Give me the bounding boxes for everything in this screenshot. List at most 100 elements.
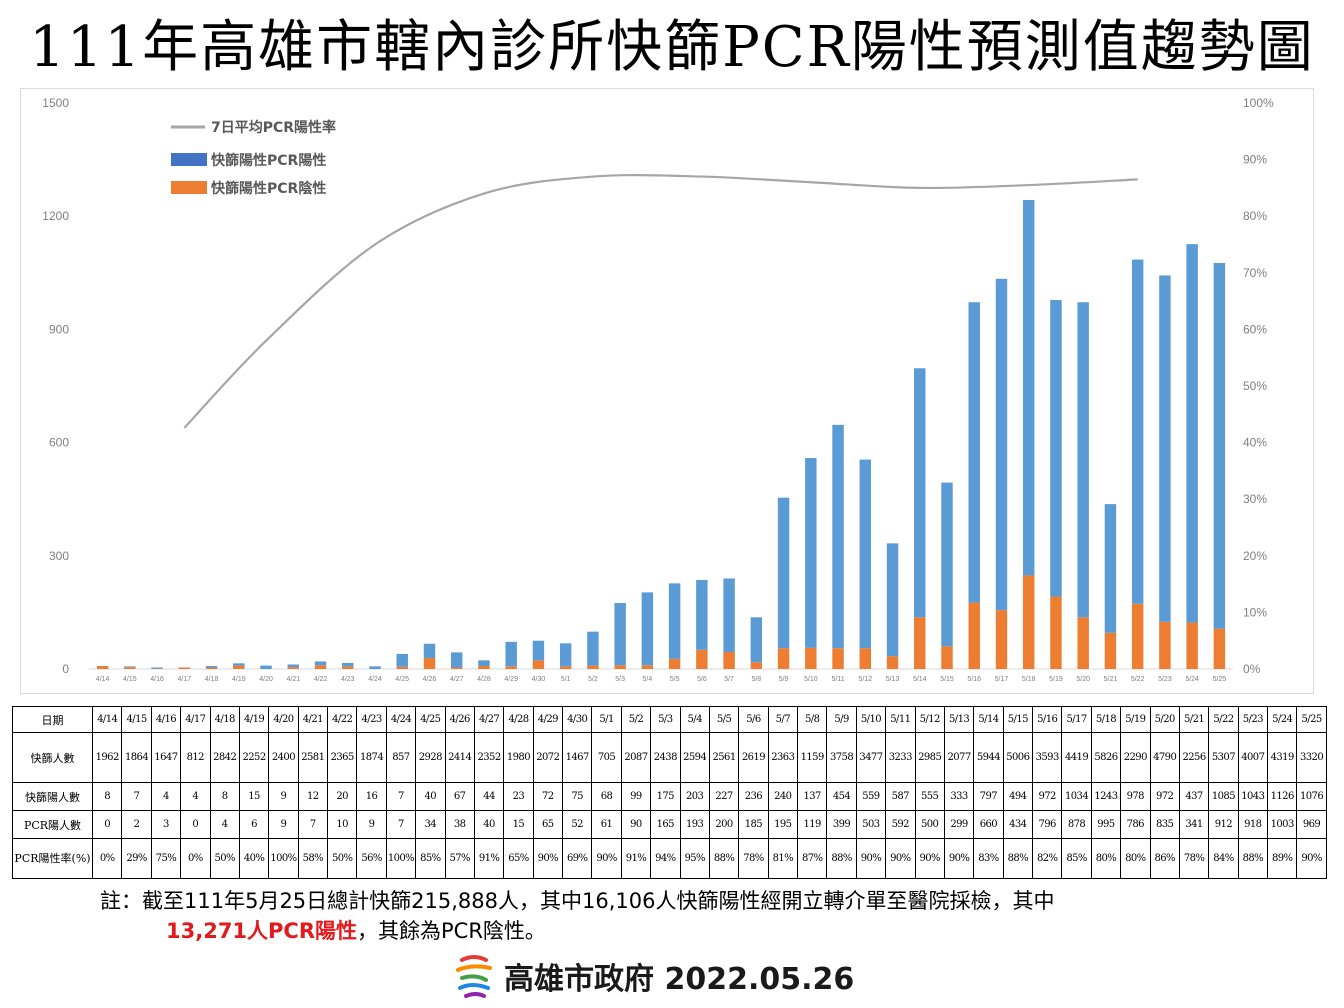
table-cell: 1085 xyxy=(1208,782,1239,811)
table-cell: 2594 xyxy=(679,732,710,783)
chart-svg: 0 300 600 900 1200 1500 0% 10% 20% 30% 40% 50% 60% 7… xyxy=(42,96,1274,683)
table-cell: 2414 xyxy=(444,732,475,783)
table-cell: 0% xyxy=(180,838,211,879)
y2-tick-label: 70% xyxy=(1243,266,1267,280)
table-cell: 5/1 xyxy=(591,706,622,733)
table-cell: 87% xyxy=(796,838,828,879)
table-cell: 1243 xyxy=(1090,782,1122,811)
bar-pcr-negative xyxy=(205,667,218,669)
table-cell: 705 xyxy=(591,732,622,783)
bar-pcr-positive xyxy=(614,602,626,666)
table-cell: 918 xyxy=(1237,810,1269,839)
table-cell: 5/5 xyxy=(708,706,740,733)
bar-pcr-positive xyxy=(832,424,844,649)
table-cell: 3233 xyxy=(885,732,916,783)
table-cell: 5/8 xyxy=(796,706,828,733)
table-cell: 90 xyxy=(620,810,652,839)
table-cell: 0% xyxy=(91,838,123,879)
bar-pcr-positive xyxy=(1077,302,1089,618)
table-cell: 5/21 xyxy=(1178,706,1210,733)
bar-pcr-negative xyxy=(641,665,654,669)
table-cell: 10 xyxy=(326,810,358,839)
bar-pcr-positive xyxy=(1050,299,1062,597)
table-cell: 4007 xyxy=(1237,732,1269,783)
bar-pcr-negative xyxy=(777,648,790,669)
y2-tick-label: 10% xyxy=(1243,605,1267,619)
table-row-header: 快篩陽人數 xyxy=(12,782,93,811)
footnote-highlight: 13,271人PCR陽性 xyxy=(166,919,358,943)
x-tick-label: 4/19 xyxy=(232,676,246,683)
bar-pcr-positive xyxy=(995,278,1008,611)
table-cell: 91% xyxy=(620,838,652,879)
bar-pcr-negative xyxy=(1050,596,1062,669)
x-tick-label: 5/20 xyxy=(1076,676,1090,683)
table-cell: 0 xyxy=(180,810,211,839)
bar-pcr-positive xyxy=(287,664,300,668)
x-tick-label: 4/24 xyxy=(368,676,382,683)
table-cell: 82% xyxy=(1031,838,1063,879)
table-cell: 5/17 xyxy=(1061,706,1092,733)
table-cell: 85% xyxy=(415,838,446,879)
table-cell: 4/21 xyxy=(297,706,329,733)
table-cell: 2985 xyxy=(914,732,945,783)
y2-tick-label: 60% xyxy=(1243,322,1267,336)
table-cell: 5/25 xyxy=(1296,706,1327,733)
row-screened: 快篩人數 1962 1864 1647 812 2842 2252 2400 2581 2365 1… xyxy=(12,732,1327,783)
table-cell: 90% xyxy=(943,838,975,879)
legend-label-line: 7日平均PCR陽性率 xyxy=(211,119,336,136)
table-cell: 80% xyxy=(1090,838,1122,879)
table-cell: 494 xyxy=(1002,782,1034,811)
bar-pcr-positive xyxy=(914,368,926,618)
table-cell: 2561 xyxy=(708,732,740,783)
x-tick-label: 5/10 xyxy=(804,676,818,683)
table-cell: 5/9 xyxy=(826,706,857,733)
x-tick-label: 5/12 xyxy=(858,676,872,683)
table-cell: 5/15 xyxy=(1002,706,1034,733)
bar-pcr-negative xyxy=(505,666,517,669)
table-cell: 203 xyxy=(679,782,710,811)
data-table: 日期 4/14 4/15 4/16 4/17 4/18 4/19 4/20 4/21 4/22 4/… xyxy=(12,706,1327,879)
y-tick-label: 600 xyxy=(49,436,69,450)
table-cell: 912 xyxy=(1208,810,1239,839)
table-cell: 5/11 xyxy=(885,706,916,733)
table-cell: 2619 xyxy=(738,732,769,783)
x-tick-label: 4/21 xyxy=(286,676,300,683)
table-cell: 812 xyxy=(180,732,211,783)
y2-tick-label: 80% xyxy=(1243,209,1267,223)
table-cell: 88% xyxy=(1002,838,1034,879)
bar-pcr-negative xyxy=(805,647,817,669)
table-cell: 90% xyxy=(885,838,916,879)
legend-label-positive: 快篩陽性PCR陽性 xyxy=(211,152,326,169)
table-cell: 9 xyxy=(268,782,299,811)
table-cell: 835 xyxy=(1149,810,1180,839)
table-cell: 2581 xyxy=(297,732,329,783)
x-tick-label: 4/20 xyxy=(259,676,273,683)
x-tick-label: 4/16 xyxy=(150,676,164,683)
bar-pcr-positive xyxy=(587,631,599,666)
table-cell: 3593 xyxy=(1031,732,1063,783)
table-cell: 796 xyxy=(1031,810,1063,839)
table-cell: 4/27 xyxy=(473,706,505,733)
table-cell: 5/24 xyxy=(1266,706,1298,733)
table-cell: 4790 xyxy=(1149,732,1180,783)
table-cell: 500 xyxy=(914,810,945,839)
table-cell: 2438 xyxy=(650,732,681,783)
bar-pcr-positive xyxy=(1104,504,1117,633)
table-row-header: 日期 xyxy=(12,706,93,733)
table-cell: 1962 xyxy=(91,732,123,783)
legend-swatch-negative xyxy=(171,181,207,194)
table-cell: 2352 xyxy=(473,732,505,783)
x-tick-label: 5/23 xyxy=(1158,676,1172,683)
table-cell: 4319 xyxy=(1266,732,1298,783)
y2-tick-label: 90% xyxy=(1243,153,1267,167)
table-cell: 2077 xyxy=(943,732,975,783)
table-cell: 4/18 xyxy=(209,706,240,733)
bar-pcr-negative xyxy=(342,666,354,669)
table-cell: 81% xyxy=(767,838,799,879)
table-cell: 3 xyxy=(150,810,182,839)
bar-pcr-positive xyxy=(505,641,517,667)
bar-pcr-negative xyxy=(1104,632,1117,669)
table-cell: 2842 xyxy=(209,732,240,783)
x-tick-label: 5/18 xyxy=(1022,676,1036,683)
table-cell: 6 xyxy=(238,810,270,839)
